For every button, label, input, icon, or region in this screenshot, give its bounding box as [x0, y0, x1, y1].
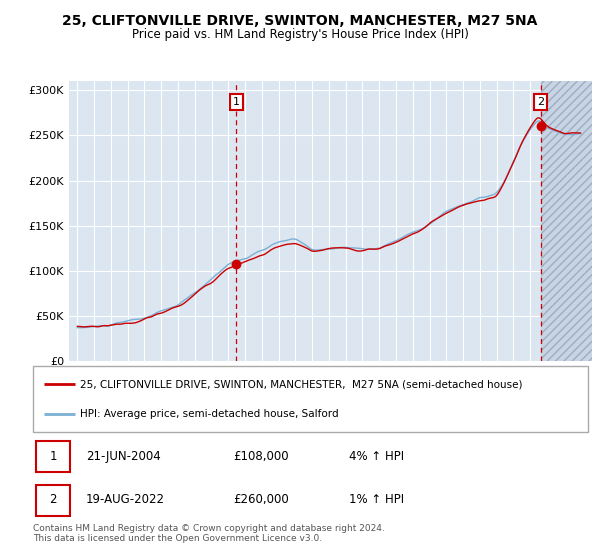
Text: 1: 1 — [49, 450, 57, 463]
Point — [536, 122, 545, 131]
Text: £260,000: £260,000 — [233, 493, 289, 506]
Text: Contains HM Land Registry data © Crown copyright and database right 2024.
This d: Contains HM Land Registry data © Crown c… — [33, 524, 385, 543]
FancyBboxPatch shape — [36, 485, 70, 516]
Text: 25, CLIFTONVILLE DRIVE, SWINTON, MANCHESTER, M27 5NA: 25, CLIFTONVILLE DRIVE, SWINTON, MANCHES… — [62, 14, 538, 28]
Text: 2: 2 — [537, 97, 544, 107]
Text: 2: 2 — [49, 493, 57, 506]
Text: 1: 1 — [233, 97, 239, 107]
FancyBboxPatch shape — [36, 441, 70, 472]
FancyBboxPatch shape — [33, 366, 588, 432]
Bar — [541, 81, 592, 361]
Text: 25, CLIFTONVILLE DRIVE, SWINTON, MANCHESTER,  M27 5NA (semi-detached house): 25, CLIFTONVILLE DRIVE, SWINTON, MANCHES… — [80, 379, 523, 389]
Text: £108,000: £108,000 — [233, 450, 289, 463]
Text: HPI: Average price, semi-detached house, Salford: HPI: Average price, semi-detached house,… — [80, 409, 339, 419]
Text: 19-AUG-2022: 19-AUG-2022 — [86, 493, 165, 506]
Text: 21-JUN-2004: 21-JUN-2004 — [86, 450, 160, 463]
Text: 4% ↑ HPI: 4% ↑ HPI — [349, 450, 404, 463]
Text: Price paid vs. HM Land Registry's House Price Index (HPI): Price paid vs. HM Land Registry's House … — [131, 28, 469, 41]
Point — [232, 259, 241, 268]
Text: 1% ↑ HPI: 1% ↑ HPI — [349, 493, 404, 506]
Bar — [541, 81, 592, 361]
